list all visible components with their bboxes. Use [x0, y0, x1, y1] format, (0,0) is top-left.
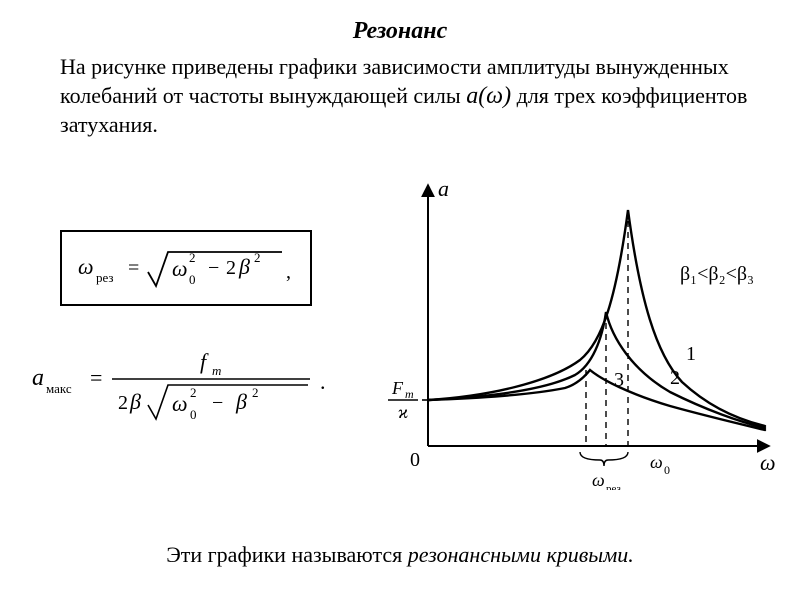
- svg-text:2: 2: [254, 250, 261, 265]
- svg-text:β: β: [129, 389, 141, 414]
- svg-text:=: =: [90, 365, 102, 390]
- svg-text:рез: рез: [96, 270, 114, 285]
- footer-text: Эти графики называются резонансными крив…: [0, 542, 800, 568]
- svg-text:0: 0: [190, 407, 197, 422]
- svg-text:рез: рез: [606, 483, 621, 490]
- svg-text:ω: ω: [78, 254, 94, 279]
- svg-text:f: f: [200, 349, 209, 374]
- svg-text:.: .: [320, 369, 326, 394]
- svg-text:0: 0: [664, 463, 670, 477]
- formula-omega-res: ω рез = ω 2 0 − 2 β 2 ,: [60, 230, 312, 306]
- svg-text:ω: ω: [172, 256, 188, 281]
- svg-text:2: 2: [670, 367, 680, 389]
- svg-text:ω: ω: [592, 470, 605, 490]
- formula-a-max: a макс = f m 2 β ω 2 0 − β 2 .: [30, 335, 350, 425]
- svg-text:ϰ: ϰ: [398, 402, 408, 422]
- svg-text:β: β: [238, 254, 250, 279]
- svg-text:−: −: [212, 392, 223, 414]
- svg-text:=: =: [128, 257, 139, 279]
- svg-text:m: m: [212, 363, 221, 378]
- svg-text:2: 2: [226, 257, 236, 279]
- svg-text:m: m: [405, 387, 414, 401]
- svg-text:2: 2: [252, 385, 259, 400]
- footer-plain: Эти графики называются: [166, 542, 407, 567]
- description-paragraph: На рисунке приведены графики зависимости…: [0, 45, 800, 138]
- svg-text:2: 2: [190, 385, 197, 400]
- svg-text:a: a: [438, 176, 449, 201]
- svg-text:ω: ω: [172, 391, 188, 416]
- desc-func: a(ω): [466, 83, 511, 109]
- svg-text:ω: ω: [650, 452, 663, 472]
- svg-text:β: β: [235, 389, 247, 414]
- svg-text:3: 3: [614, 369, 624, 391]
- svg-text:0: 0: [410, 449, 420, 471]
- svg-text:2: 2: [118, 392, 128, 414]
- content-row: ω рез = ω 2 0 − 2 β 2 , a макс =: [0, 160, 800, 500]
- svg-text:−: −: [208, 257, 219, 279]
- svg-text:β₁<β₂<β₃: β₁<β₂<β₃: [680, 263, 754, 285]
- svg-text:2: 2: [189, 250, 196, 265]
- svg-text:ω: ω: [760, 450, 776, 475]
- resonance-chart: aω0Fmϰ123β₁<β₂<β₃ωрезω0: [380, 170, 780, 490]
- page-title: Резонанс: [0, 0, 800, 45]
- svg-text:0: 0: [189, 272, 196, 287]
- svg-text:a: a: [32, 365, 44, 391]
- svg-text:F: F: [391, 378, 404, 398]
- svg-text:1: 1: [686, 343, 696, 365]
- footer-ital: резонансными кривыми.: [408, 542, 634, 567]
- svg-text:макс: макс: [46, 381, 72, 396]
- svg-text:,: ,: [286, 261, 291, 283]
